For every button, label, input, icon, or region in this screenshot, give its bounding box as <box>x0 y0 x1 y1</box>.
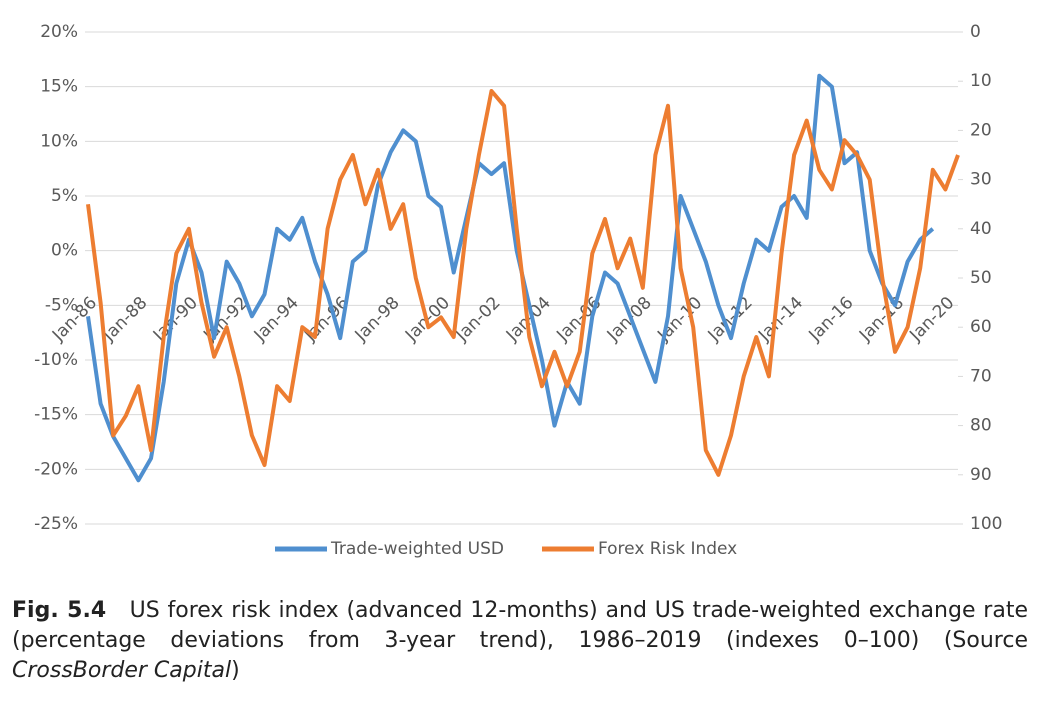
x-tick-label: Jan-14 <box>754 293 807 346</box>
caption-text: US forex risk index (advanced 12-months)… <box>12 598 1028 653</box>
y2-tick-label: 20 <box>970 120 992 140</box>
y-tick-label: -25% <box>34 514 78 534</box>
series-line <box>86 73 935 483</box>
legend-label: Forex Risk Index <box>598 539 737 559</box>
x-tick-label: Jan-16 <box>805 293 858 346</box>
y2-tick-label: 80 <box>970 416 992 436</box>
y2-tick-label: 90 <box>970 465 992 485</box>
y-tick-label: 15% <box>40 77 78 97</box>
legend-label: Trade-weighted USD <box>330 539 504 559</box>
chart: -25%-20%-15%-10%-5%0%5%10%15%20%10090807… <box>34 22 1002 559</box>
x-tick-label: Jan-10 <box>653 293 706 346</box>
y-tick-label: 20% <box>40 22 78 42</box>
y2-tick-label: 100 <box>970 514 1002 534</box>
x-tick-label: Jan-98 <box>351 293 404 346</box>
x-tick-label: Jan-94 <box>250 293 303 346</box>
caption-label: Fig. 5.4 <box>12 598 107 623</box>
x-tick-label: Jan-88 <box>98 293 151 346</box>
y-tick-label: 10% <box>40 131 78 151</box>
y2-tick-label: 30 <box>970 170 992 190</box>
y2-tick-label: 70 <box>970 366 992 386</box>
y-tick-label: 5% <box>51 186 78 206</box>
y-tick-label: -10% <box>34 350 78 370</box>
y2-tick-label: 40 <box>970 219 992 239</box>
y2-tick-label: 0 <box>970 22 981 42</box>
y2-tick-label: 60 <box>970 317 992 337</box>
y-tick-label: -15% <box>34 405 78 425</box>
series-line <box>86 89 960 477</box>
caption: Fig. 5.4 US forex risk index (advanced 1… <box>12 596 1028 686</box>
caption-source: CrossBorder Capital <box>12 658 232 683</box>
caption-end: ) <box>231 658 240 683</box>
y-tick-label: -5% <box>45 295 78 315</box>
y-tick-label: -20% <box>34 459 78 479</box>
y2-tick-label: 10 <box>970 71 992 91</box>
y-tick-label: 0% <box>51 241 78 261</box>
y2-tick-label: 50 <box>970 268 992 288</box>
